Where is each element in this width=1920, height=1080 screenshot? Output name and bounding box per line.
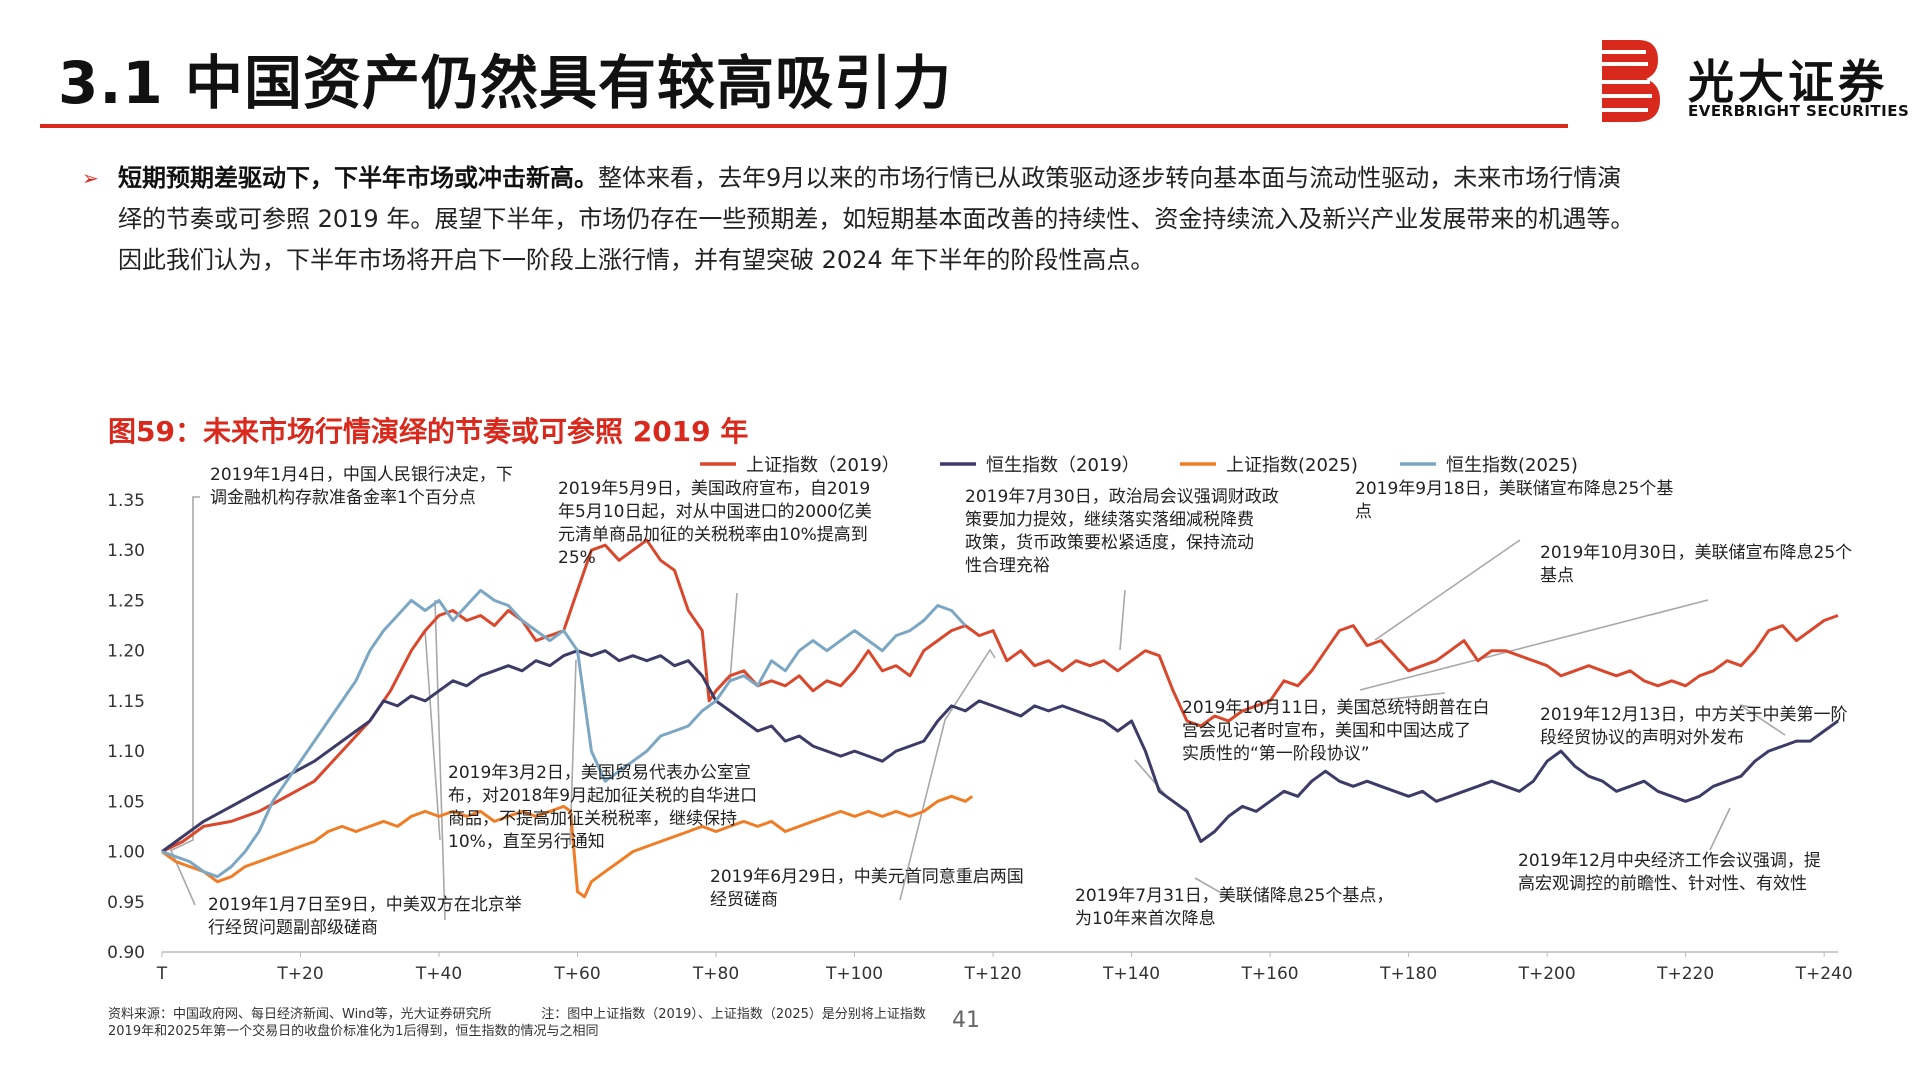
page-number: 41 [952, 1008, 980, 1033]
source-note: 资料来源：中国政府网、每日经济新闻、Wind等，光大证券研究所 [108, 1007, 492, 1022]
legend-label: 上证指数(2025) [1226, 455, 1358, 476]
y-tick-label: 1.15 [107, 692, 145, 712]
x-tick-label: T+220 [1656, 964, 1714, 984]
annotation-leader-line [1709, 807, 1731, 851]
brand-logo: 光大证券 EVERBRIGHT SECURITIES [1598, 38, 1909, 124]
figure-title: 图59：未来市场行情演绎的节奏或可参照 2019 年 [108, 415, 749, 448]
annotation-text: 2019年6月29日，中美元首同意重启两国经贸磋商 [710, 867, 1024, 910]
y-tick-label: 1.00 [107, 843, 145, 863]
logo-english-name: EVERBRIGHT SECURITIES [1688, 102, 1910, 120]
annotation-leader-line [899, 648, 996, 901]
x-tick-label: T+200 [1518, 964, 1576, 984]
chart-note: 注：图中上证指数（2019）、上证指数（2025）是分别将上证指数2019年和2… [108, 1007, 926, 1039]
annotation-leader-line [729, 592, 738, 681]
title-underline [40, 124, 1568, 128]
series-line-2 [161, 649, 1839, 853]
x-axis: T T+20 T+40 T+60 T+80 T+100 T+120 T+140 T+160 T+1… [156, 951, 1853, 984]
everbright-logo-icon [1598, 38, 1662, 124]
series-lines [161, 538, 1839, 899]
annotation-text: 2019年12月中央经济工作会议强调，提高宏观调控的前瞻性、针对性、有效性 [1518, 851, 1821, 894]
y-tick-label: 1.30 [107, 541, 145, 561]
summary-line-2: 绎的节奏或可参照 2019 年。展望下半年，市场仍存在一些预期差，如短期基本面改… [118, 205, 1635, 233]
x-tick-label: T+140 [1102, 964, 1160, 984]
logo-chinese-name: 光大证券 [1688, 55, 1888, 109]
annotation-leader-lines [169, 496, 1786, 921]
legend-label: 上证指数（2019） [746, 455, 900, 476]
series-line-4 [161, 588, 967, 879]
x-tick-label: T+180 [1379, 964, 1437, 984]
y-tick-label: 1.25 [107, 591, 145, 611]
annotation-leader-line [1194, 877, 1231, 899]
x-tick-label: T+40 [415, 964, 462, 984]
annotation-text: 2019年5月9日，美国政府宣布，自2019 年5月10日起，对从中国进口的200… [558, 479, 872, 568]
chart-legend: 上证指数（2019） 恒生指数（2019） 上证指数(2025) 恒生指数(2025) [700, 455, 1578, 476]
annotation-text: 2019年7月31日，美联储降息25个基点，为10年来首次降息 [1075, 886, 1393, 929]
annotation-leader-line [1374, 539, 1521, 641]
legend-label: 恒生指数(2025) [1446, 455, 1578, 476]
annotation-leader-line [171, 496, 200, 851]
annotation-text: 2019年9月18日，美联储宣布降息25个基点 [1355, 479, 1673, 522]
y-tick-label: 1.20 [107, 642, 145, 662]
annotation-text: 2019年10月30日，美联储宣布降息25个基点 [1540, 543, 1852, 586]
summary-line-3: 因此我们认为，下半年市场将开启下一阶段上涨行情，并有望突破 2024 年下半年的… [118, 246, 1155, 274]
annotation-text: 2019年10月11日，美国总统特朗普在白宫会见记者时宣布，美国和中国达成了实质… [1182, 698, 1490, 764]
y-tick-label: 1.10 [107, 742, 145, 762]
y-tick-label: 0.95 [107, 893, 145, 913]
annotation-leader-line [1354, 692, 1446, 704]
slide-title: 3.1 中国资产仍然具有较高吸引力 [58, 49, 952, 117]
x-tick-label: T+60 [553, 964, 600, 984]
annotation-text: 2019年7月30日，政治局会议强调财政政策要加力提效，继续落实落细减税降费政策… [965, 487, 1279, 576]
annotation-leader-line [434, 599, 446, 921]
bullet-arrow-icon: ➢ [82, 166, 99, 190]
slide-header: 3.1 中国资产仍然具有较高吸引力 光大证券 EVERBRIGHT SECURI… [0, 0, 1920, 130]
annotation-text: 2019年1月7日至9日，中美双方在北京举行经贸问题副部级磋商 [208, 895, 522, 938]
legend-label: 恒生指数（2019） [986, 455, 1140, 476]
x-tick-label: T+160 [1241, 964, 1299, 984]
summary-line-1: 整体来看，去年9月以来的市场行情已从政策驱动逐步转向基本面与流动性驱动，未来市场… [598, 164, 1622, 192]
x-tick-label: T+20 [276, 964, 323, 984]
annotation-leader-line [424, 629, 441, 841]
annotation-text: 2019年1月4日，中国人民银行决定，下调金融机构存款准备金率1个百分点 [210, 465, 513, 508]
x-tick-label: T+120 [964, 964, 1022, 984]
series-line-3 [161, 794, 974, 899]
series-line-1 [161, 538, 1839, 853]
y-axis: 1.35 1.30 1.25 1.20 1.15 1.10 1.05 1.00 0.95 0.90 [107, 491, 145, 963]
x-tick-label: T+240 [1795, 964, 1853, 984]
chart-annotations: 2019年1月4日，中国人民银行决定，下调金融机构存款准备金率1个百分点 2019… [208, 465, 1852, 938]
annotation-leader-line [1739, 704, 1786, 736]
annotation-leader-line [1359, 599, 1709, 691]
y-tick-label: 1.05 [107, 792, 145, 812]
figure-footer: 资料来源：中国政府网、每日经济新闻、Wind等，光大证券研究所 注：图中上证指数… [108, 1006, 948, 1040]
y-tick-label: 1.35 [107, 491, 145, 511]
x-tick-label: T+100 [825, 964, 883, 984]
annotation-text: 2019年12月13日，中方关于中美第一阶段经贸协议的声明对外发布 [1540, 705, 1848, 748]
y-tick-label: 0.90 [107, 943, 145, 963]
annotation-leader-line [1119, 589, 1126, 651]
summary-lead: 短期预期差驱动下，下半年市场或冲击新高。 [118, 164, 598, 192]
annotation-text: 2019年3月2日，美国贸易代表办公室宣布，对2018年9月起加征关税的自华进口… [448, 763, 757, 852]
x-tick-label: T+80 [692, 964, 739, 984]
x-tick-label: T [156, 964, 168, 984]
summary-text: 短期预期差驱动下，下半年市场或冲击新高。整体来看，去年9月以来的市场行情已从政策… [118, 158, 1888, 281]
